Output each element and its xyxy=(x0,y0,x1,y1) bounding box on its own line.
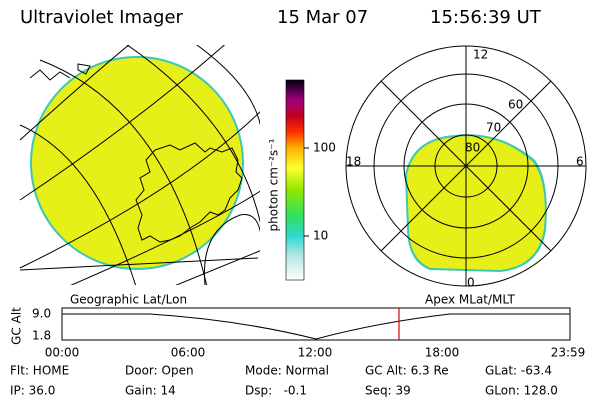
altitude-curve xyxy=(62,313,570,340)
polar-lat-label: 60 xyxy=(508,98,523,112)
polar-clock-label: 18 xyxy=(346,155,361,169)
timeline-x-tick: 18:00 xyxy=(425,346,460,360)
info-field: Seq: 39 xyxy=(365,384,411,398)
info-field: Gain: 14 xyxy=(125,384,176,398)
info-field: IP: 36.0 xyxy=(10,384,55,398)
info-field: GC Alt: 6.3 Re xyxy=(365,364,449,378)
info-field: Mode: Normal xyxy=(245,364,329,378)
info-field: Door: Open xyxy=(125,364,194,378)
time: 15:56:39 UT xyxy=(430,7,542,28)
polar-clock-label: 12 xyxy=(473,48,488,62)
info-field: Dsp: -0.1 xyxy=(245,384,307,398)
info-field: GLat: -63.4 xyxy=(485,364,552,378)
timeline-y-tick: 1.8 xyxy=(32,329,51,343)
info-field: GLon: 128.0 xyxy=(485,384,558,398)
polar-lat-label: 70 xyxy=(486,121,501,135)
timeline-y-label: GC Alt xyxy=(10,307,24,345)
colorbar-tick-label: 100 xyxy=(313,141,336,155)
timeline-y-tick: 9.0 xyxy=(32,307,51,321)
timeline-x-tick: 00:00 xyxy=(45,346,80,360)
timeline-right-label: Apex MLat/MLT xyxy=(425,293,515,307)
timeline-x-tick: 06:00 xyxy=(171,346,206,360)
date: 15 Mar 07 xyxy=(277,7,368,28)
polar-image xyxy=(345,45,587,287)
polar-lat-label: 80 xyxy=(465,141,480,155)
timeline-x-tick: 23:59 xyxy=(551,346,586,360)
timeline-left-label: Geographic Lat/Lon xyxy=(70,293,187,307)
polar-clock-label: 6 xyxy=(576,155,584,169)
timeline-x-tick: 12:00 xyxy=(298,346,333,360)
info-panel: Flt: HOME Door: Open Mode: Normal GC Alt: 6… xyxy=(10,364,558,398)
title: Ultraviolet Imager xyxy=(20,7,184,28)
info-field: Flt: HOME xyxy=(10,364,69,378)
timeline-frame xyxy=(61,307,571,341)
colorbar-label: photon cm⁻²s⁻¹ xyxy=(267,138,281,231)
polar-clock-label: 0 xyxy=(467,276,475,290)
colorbar-tick-label: 10 xyxy=(313,229,328,243)
colorbar xyxy=(285,79,305,281)
geographic-image xyxy=(19,45,260,285)
